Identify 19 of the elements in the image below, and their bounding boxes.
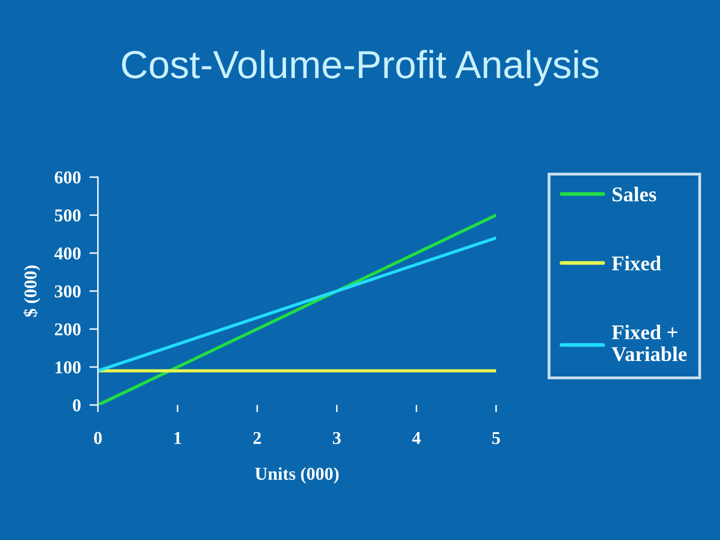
legend-label: Sales <box>612 186 656 202</box>
chart-title: Cost-Volume-Profit Analysis <box>122 50 599 86</box>
y-tick-label: 300 <box>54 285 81 298</box>
x-tick-label: 3 <box>332 432 341 444</box>
legend-label: Fixed + Variable <box>612 324 687 362</box>
legend-label: Fixed <box>612 256 662 270</box>
y-tick-label: 600 <box>54 171 81 184</box>
x-tick-label: 0 <box>94 432 102 444</box>
y-tick-label: 0 <box>72 399 81 412</box>
x-tick-label: 5 <box>492 432 500 444</box>
y-tick-label: 500 <box>54 209 81 222</box>
y-tick-label: 200 <box>54 323 81 336</box>
y-tick-label: 400 <box>54 247 81 260</box>
x-tick-label: 2 <box>253 432 261 444</box>
x-tick-label: 1 <box>174 432 182 444</box>
y-axis-title: $ (000) <box>23 266 40 317</box>
x-tick-label: 4 <box>412 432 421 444</box>
x-axis-title: Units (000) <box>255 467 339 484</box>
y-tick-label: 100 <box>56 361 81 374</box>
